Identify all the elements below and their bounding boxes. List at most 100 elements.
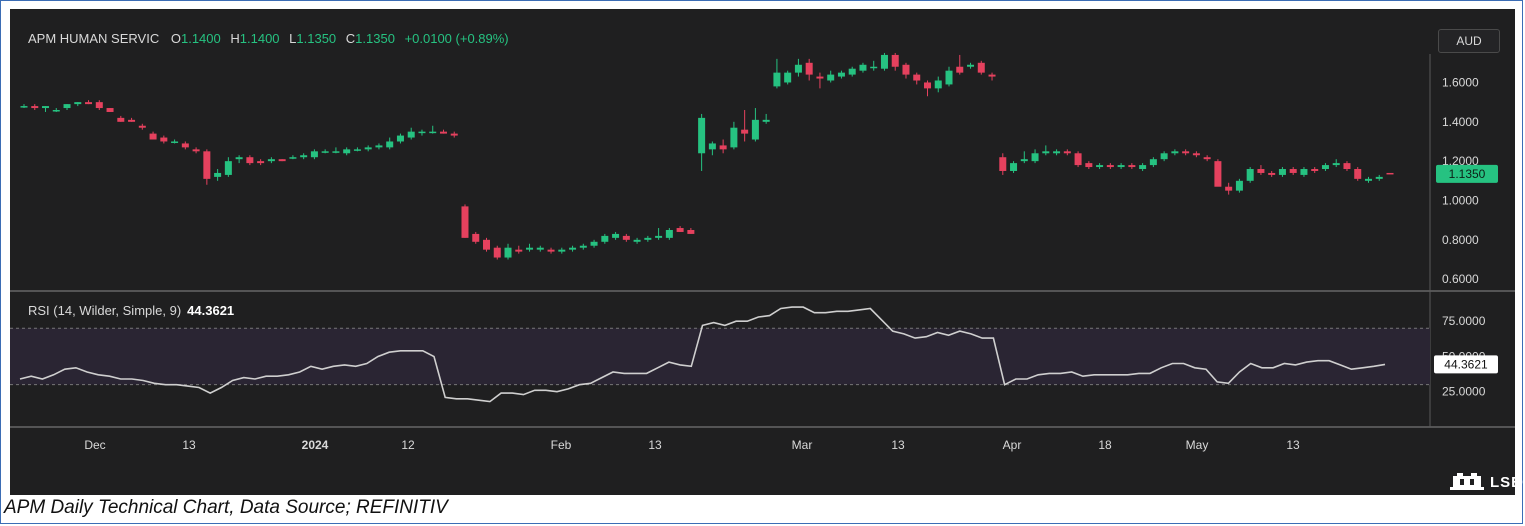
time-tick-label: Dec <box>84 438 105 452</box>
candle-body <box>891 54 899 67</box>
candle-body <box>923 82 931 89</box>
candle-body <box>429 131 437 134</box>
last-price-box <box>1436 164 1498 183</box>
candle-body <box>224 161 232 175</box>
candle-body <box>687 229 695 234</box>
candle-body <box>74 102 82 105</box>
candle-body <box>278 159 286 162</box>
candle-body <box>246 157 254 164</box>
candle-body <box>117 117 125 122</box>
candle-body <box>816 76 824 79</box>
candle-body <box>1278 169 1286 175</box>
candle-body <box>1053 151 1061 154</box>
rsi-legend: RSI (14, Wilder, Simple, 9) 44.3621 <box>28 303 234 318</box>
candle-body <box>106 108 114 112</box>
rsi-band <box>10 328 1430 385</box>
candle-body <box>214 172 222 177</box>
candle-body <box>493 247 501 258</box>
close-label: C <box>345 31 356 46</box>
candle-body <box>1214 161 1222 187</box>
candle-body <box>515 249 523 252</box>
price-tick-label: 0.8000 <box>1442 233 1479 247</box>
candle-body <box>536 247 544 250</box>
crest-icon <box>1450 473 1484 490</box>
candle-body <box>332 151 340 153</box>
candle-body <box>1171 151 1179 154</box>
candle-body <box>870 66 878 69</box>
candle-body <box>1010 163 1018 171</box>
candle-body <box>1268 172 1276 175</box>
candle-body <box>741 129 749 134</box>
close-value: 1.1350 <box>355 31 395 46</box>
candle-body <box>42 106 50 109</box>
candle-body <box>719 145 727 150</box>
time-tick-label: Feb <box>551 438 572 452</box>
candle-body <box>364 147 372 150</box>
candle-body <box>418 131 426 134</box>
candle-body <box>31 106 39 109</box>
rsi-tick-label: 25.0000 <box>1442 385 1486 399</box>
candle-body <box>310 151 318 158</box>
candle-body <box>1020 159 1028 162</box>
candle-body <box>880 54 888 69</box>
candle-body <box>1354 169 1362 179</box>
candle-body <box>848 68 856 75</box>
change-value: +0.0100 (+0.89%) <box>404 31 509 46</box>
candle-body <box>138 125 146 128</box>
price-legend: APM HUMAN SERVIC O1.1400 H1.1400 L1.1350… <box>28 31 509 46</box>
candle-body <box>999 157 1007 171</box>
candle-body <box>773 72 781 87</box>
time-tick-label: Apr <box>1003 438 1022 452</box>
candle-body <box>1364 178 1372 181</box>
open-label: O <box>170 31 181 46</box>
rsi-value: 44.3621 <box>187 303 235 318</box>
candle-body <box>1246 169 1254 181</box>
candle-body <box>1096 165 1104 168</box>
price-tick-label: 1.2000 <box>1442 154 1479 168</box>
candle-body <box>1332 163 1340 166</box>
candle-body <box>644 237 652 240</box>
candle-body <box>655 235 663 238</box>
time-tick-label: 13 <box>182 438 196 452</box>
candle-body <box>762 119 770 122</box>
candle-body <box>1139 165 1147 170</box>
candle-body <box>1311 169 1319 171</box>
candle-body <box>1106 165 1114 168</box>
time-tick-label: 2024 <box>302 438 329 452</box>
rsi-last-value-box <box>1434 355 1498 374</box>
candle-body <box>407 131 415 138</box>
candle-body <box>181 143 189 148</box>
candle-body <box>859 64 867 71</box>
candle-body <box>1128 165 1136 168</box>
candle-body <box>85 102 93 105</box>
time-tick-label: 13 <box>648 438 662 452</box>
candle-body <box>95 102 103 109</box>
candle-body <box>1074 153 1082 166</box>
open-value: 1.1400 <box>180 31 221 46</box>
price-tick-label: 1.0000 <box>1442 193 1479 207</box>
candle-body <box>1031 153 1039 162</box>
candle-body <box>827 74 835 81</box>
candle-body <box>20 106 28 108</box>
candle-body <box>1192 153 1200 156</box>
candle-body <box>1203 157 1211 160</box>
candle-body <box>977 62 985 73</box>
candle-body <box>1300 169 1308 175</box>
candle-body <box>1117 165 1125 168</box>
candle-body <box>257 161 265 164</box>
candle-body <box>569 247 577 250</box>
candle-body <box>63 104 71 109</box>
candle-body <box>300 155 308 158</box>
currency-button[interactable]: AUD <box>1438 29 1500 53</box>
candle-body <box>450 133 458 136</box>
candle-body <box>160 137 168 142</box>
high-label: H <box>230 31 240 46</box>
candle-body <box>945 70 953 85</box>
candle-body <box>235 157 243 160</box>
price-tick-label: 0.6000 <box>1442 272 1479 286</box>
brand-name: LSEG <box>1490 473 1525 491</box>
candle-body <box>1235 180 1243 191</box>
high-value: 1.1400 <box>239 31 280 46</box>
chart-canvas: 1.6000 1.4000 1.2000 1.0000 0.8000 0.6000 1.13… <box>10 52 1515 452</box>
price-tick-label: 1.6000 <box>1442 75 1479 89</box>
